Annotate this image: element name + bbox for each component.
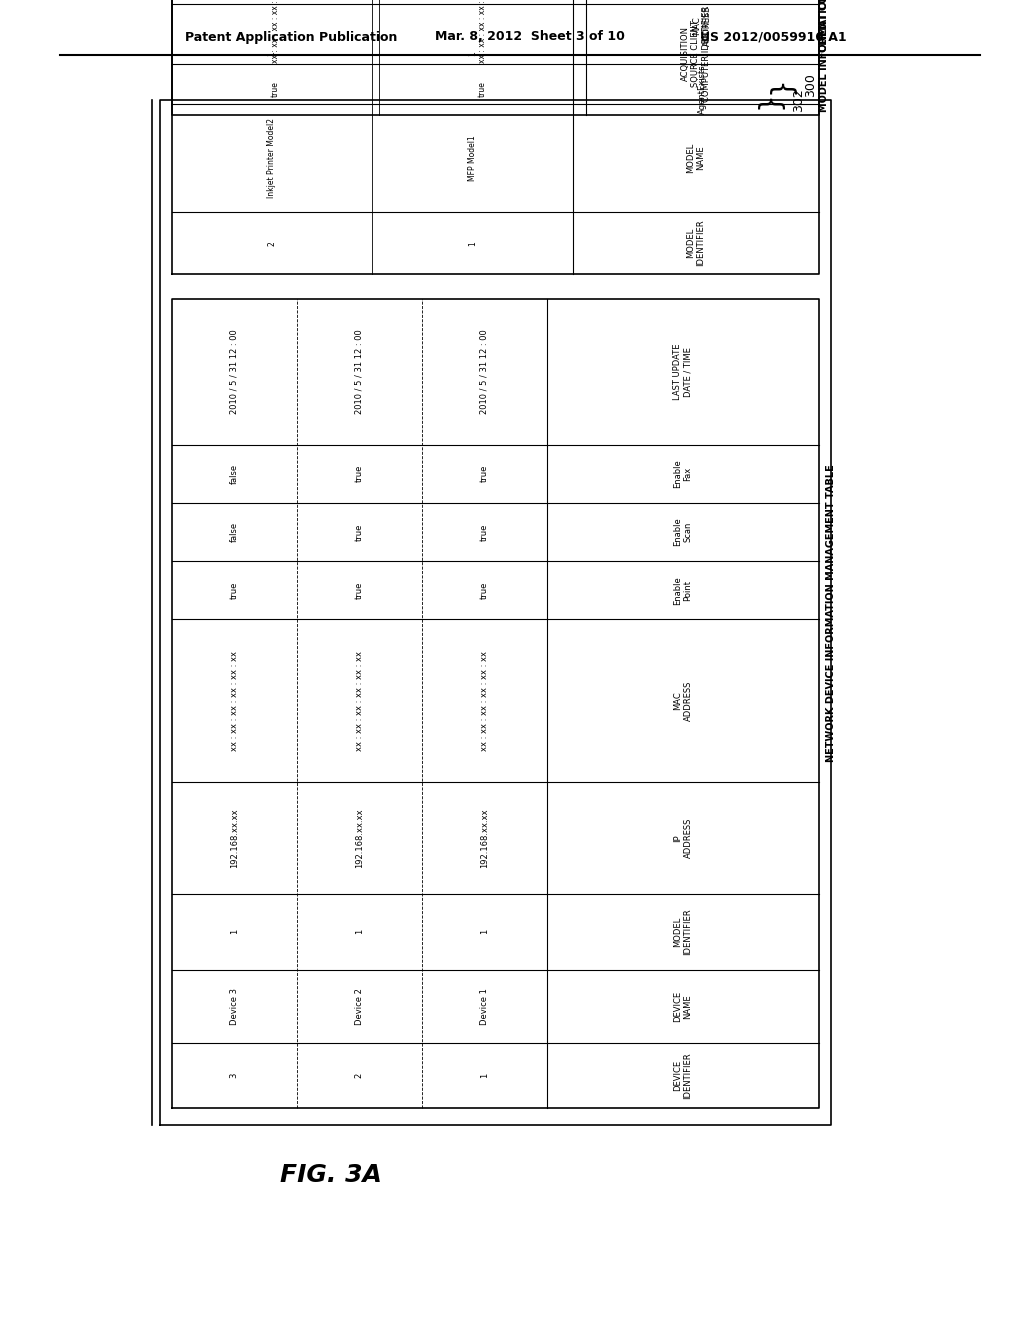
Text: }: } (767, 77, 796, 94)
Text: true: true (355, 465, 364, 482)
Text: xx : xx : xx : xx : xx : xx: xx : xx : xx : xx : xx : xx (229, 651, 239, 751)
Text: true: true (355, 523, 364, 541)
Text: true: true (270, 82, 280, 98)
Text: FIG. 3A: FIG. 3A (280, 1163, 382, 1187)
Text: true: true (480, 582, 488, 599)
Text: MODEL
IDENTIFIER: MODEL IDENTIFIER (673, 908, 692, 956)
Text: 1: 1 (355, 929, 364, 935)
Text: Enable
Scan: Enable Scan (673, 517, 692, 546)
Text: 2: 2 (267, 240, 276, 246)
Text: 2: 2 (355, 1073, 364, 1078)
Text: MODEL
NAME: MODEL NAME (686, 143, 706, 173)
Text: true: true (478, 82, 486, 98)
Text: CLIENT COMPUTER INFORMATION MANAGEMENT TABLE: CLIENT COMPUTER INFORMATION MANAGEMENT T… (818, 0, 828, 53)
Text: Inkjet Printer Model2: Inkjet Printer Model2 (267, 117, 276, 198)
Text: 1: 1 (267, 51, 276, 57)
Text: DEVICE
NAME: DEVICE NAME (673, 991, 692, 1022)
Text: true: true (229, 582, 239, 599)
Text: Patent Application Publication: Patent Application Publication (185, 30, 397, 44)
Text: MAC
ADDRESS: MAC ADDRESS (692, 5, 712, 46)
Text: LAST UPDATE
DATE / TIME: LAST UPDATE DATE / TIME (673, 343, 692, 400)
Text: NETWORK DEVICE INFORMATION MANAGEMENT TABLE: NETWORK DEVICE INFORMATION MANAGEMENT TA… (825, 463, 836, 762)
Text: Enable
Fax: Enable Fax (673, 459, 692, 488)
Text: 302: 302 (793, 88, 806, 112)
Text: 192.168.xx.xx: 192.168.xx.xx (480, 808, 488, 867)
Text: 1: 1 (468, 51, 477, 57)
Text: MAC
ADDRESS: MAC ADDRESS (673, 680, 692, 721)
Text: 2010 / 5 / 31 12 : 00: 2010 / 5 / 31 12 : 00 (355, 330, 364, 414)
Text: 1: 1 (468, 240, 477, 246)
Text: xx : xx : xx : xx : xx: xx : xx : xx : xx : xx (478, 0, 486, 63)
Text: Enable
Point: Enable Point (673, 576, 692, 605)
Text: DEVICE
IDENTIFIER: DEVICE IDENTIFIER (673, 1052, 692, 1098)
Text: xx : xx : xx : xx : xx : xx: xx : xx : xx : xx : xx : xx (480, 651, 488, 751)
Text: Device 1: Device 1 (480, 987, 488, 1024)
Text: 192.168.xx.xx: 192.168.xx.xx (355, 808, 364, 867)
Text: Device 3: Device 3 (229, 987, 239, 1024)
Text: IP
ADDRESS: IP ADDRESS (673, 817, 692, 858)
Text: MODEL INFORMATION MANAGEMENT TABLE: MODEL INFORMATION MANAGEMENT TABLE (818, 0, 828, 112)
Text: false: false (229, 521, 239, 543)
Text: MFP Model1: MFP Model1 (468, 135, 477, 181)
Text: ACQUISITION
SOURCE CLIENT
COMPUTER IDENTIFIER: ACQUISITION SOURCE CLIENT COMPUTER IDENT… (681, 5, 711, 102)
Text: 1: 1 (480, 1073, 488, 1078)
Text: Mar. 8, 2012  Sheet 3 of 10: Mar. 8, 2012 Sheet 3 of 10 (435, 30, 625, 44)
Text: 2010 / 5 / 31 12 : 00: 2010 / 5 / 31 12 : 00 (480, 330, 488, 414)
Text: true: true (480, 523, 488, 541)
Text: Device 2: Device 2 (355, 987, 364, 1024)
Text: 192.168.xx.xx: 192.168.xx.xx (229, 808, 239, 867)
Text: AgentExists: AgentExists (697, 65, 707, 115)
Text: true: true (355, 582, 364, 599)
Text: 3: 3 (229, 1073, 239, 1078)
Text: }: } (756, 91, 783, 108)
Text: 1: 1 (480, 929, 488, 935)
Text: false: false (229, 463, 239, 484)
Text: US 2012/0059916 A1: US 2012/0059916 A1 (700, 30, 847, 44)
Text: MODEL
IDENTIFIER: MODEL IDENTIFIER (686, 220, 706, 267)
Text: 2010 / 5 / 31 12 : 00: 2010 / 5 / 31 12 : 00 (229, 330, 239, 414)
Text: 300: 300 (804, 73, 817, 96)
Text: 1: 1 (229, 929, 239, 935)
Text: xx : xx : xx : xx : xx: xx : xx : xx : xx : xx (270, 0, 280, 63)
Text: xx : xx : xx : xx : xx : xx: xx : xx : xx : xx : xx : xx (355, 651, 364, 751)
Text: true: true (480, 465, 488, 482)
